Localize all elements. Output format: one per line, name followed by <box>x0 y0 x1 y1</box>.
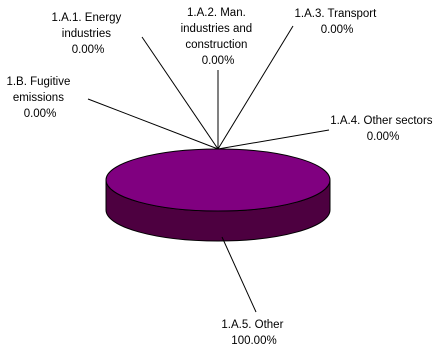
leader-line-other <box>221 236 257 313</box>
slice-label-line: industries and <box>181 23 253 35</box>
leader-line-transport <box>217 25 294 150</box>
slice-label-line: 1.A.3. Transport <box>294 8 377 20</box>
leader-line-energy-industries <box>141 36 219 150</box>
slice-label-line: 1.A.2. Man. <box>187 7 246 19</box>
slice-label-other: 1.A.5. Other 100.00% <box>221 319 286 347</box>
slice-value-label: 0.00% <box>202 55 235 67</box>
slice-label-line: emissions <box>13 92 64 104</box>
slice-value-label: 0.00% <box>24 108 57 120</box>
slice-label-line: construction <box>185 39 247 51</box>
slice-label-transport: 1.A.3. Transport 0.00% <box>294 8 379 36</box>
slice-value-label: 100.00% <box>231 335 276 347</box>
slice-value-label: 0.00% <box>367 131 400 143</box>
leader-lines <box>87 25 330 313</box>
slice-label-other-sectors: 1.A.4. Other sectors 0.00% <box>330 115 435 143</box>
slice-label-fugitive-emissions: 1.B. Fugitive emissions 0.00% <box>6 76 73 120</box>
slice-label-manufacturing: 1.A.2. Man. industries and construction … <box>181 7 256 67</box>
leader-line-fugitive-emissions <box>87 98 219 150</box>
slice-label-energy-industries: 1.A.1. Energy industries 0.00% <box>52 12 125 56</box>
slice-label-line: 1.B. Fugitive <box>6 76 70 88</box>
slice-label-line: 1.A.4. Other sectors <box>330 115 433 127</box>
pie-slice-1-a-5-other <box>105 148 331 212</box>
leader-line-other-sectors <box>217 129 330 150</box>
slice-label-line: industries <box>62 28 111 40</box>
slice-label-line: 1.A.5. Other <box>221 319 283 331</box>
slice-value-label: 0.00% <box>72 44 105 56</box>
slice-value-label: 0.00% <box>321 24 354 36</box>
slice-label-line: 1.A.1. Energy <box>52 12 122 24</box>
